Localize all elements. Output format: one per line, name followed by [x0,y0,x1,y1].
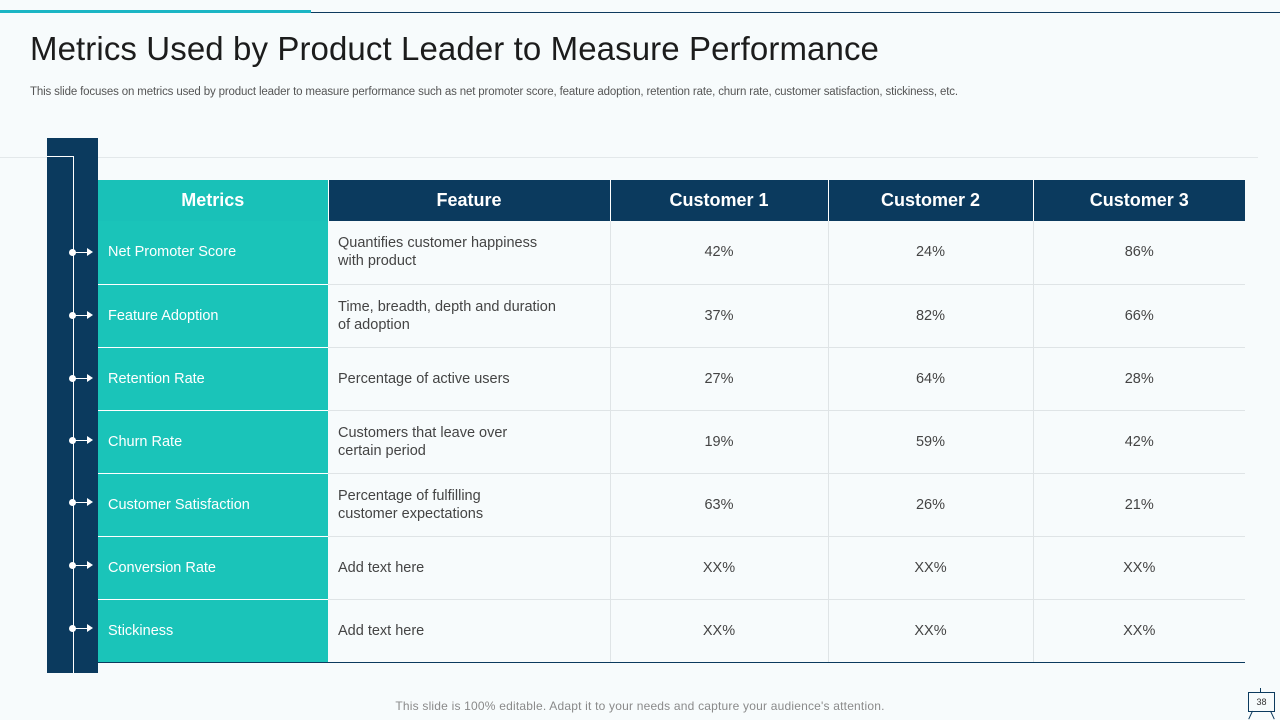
customer-2-value: 59% [828,410,1034,474]
table-row: Feature Adoption Time, breadth, depth an… [98,284,1245,348]
customer-2-value: 82% [828,284,1034,348]
table-row: Churn Rate Customers that leave over cert… [98,410,1245,474]
customer-3-value: 21% [1033,473,1245,537]
bracket-line-top [47,156,74,157]
customer-1-value: XX% [610,599,829,663]
feature-line: Time, breadth, depth and duration [338,298,556,315]
table-row: Conversion Rate Add text here XX% XX% XX… [98,536,1245,600]
metrics-table: Metrics Feature Customer 1 Customer 2 Cu… [98,180,1245,663]
customer-3-value: 66% [1033,284,1245,348]
slide-footer-note: This slide is 100% editable. Adapt it to… [395,699,885,713]
feature-description: Quantifies customer happiness with produc… [328,221,611,285]
customer-2-value: 24% [828,221,1034,285]
feature-description: Add text here [328,536,611,600]
row-connector-arrow-icon [69,623,95,633]
slide-title: Metrics Used by Product Leader to Measur… [30,30,880,67]
feature-description: Add text here [328,599,611,663]
top-accent-bar [0,10,311,13]
metric-name: Feature Adoption [98,284,328,348]
feature-line: Customers that leave over [338,424,508,441]
row-connector-arrow-icon [69,373,95,383]
metric-name: Customer Satisfaction [98,473,328,537]
slide-subtitle: This slide focuses on metrics used by pr… [30,86,958,98]
header-customer-3: Customer 3 [1033,180,1245,221]
bracket-line-vertical [73,156,74,673]
feature-line: Percentage of fulfilling [338,487,481,504]
header-metrics: Metrics [98,180,329,221]
metric-name: Net Promoter Score [98,221,328,285]
feature-line: customer expectations [338,505,484,522]
header-feature: Feature [328,180,611,221]
customer-2-value: 26% [828,473,1034,537]
metric-name: Retention Rate [98,347,328,411]
feature-line: with product [338,253,417,270]
customer-3-value: 86% [1033,221,1245,285]
header-customer-2: Customer 2 [828,180,1034,221]
customer-2-value: XX% [828,536,1034,600]
metric-name: Conversion Rate [98,536,328,600]
feature-description: Customers that leave over certain period [328,410,611,474]
customer-3-value: 28% [1033,347,1245,411]
feature-description: Percentage of fulfilling customer expecta… [328,473,611,537]
header-customer-1: Customer 1 [610,180,829,221]
metric-name: Churn Rate [98,410,328,474]
feature-line: Quantifies customer happiness [338,235,538,252]
metric-name: Stickiness [98,599,328,663]
header-divider [0,157,1258,158]
customer-1-value: XX% [610,536,829,600]
customer-1-value: 63% [610,473,829,537]
feature-description: Percentage of active users [328,347,611,411]
customer-1-value: 42% [610,221,829,285]
row-connector-arrow-icon [69,247,95,257]
table-row: Stickiness Add text here XX% XX% XX% [98,599,1245,663]
table-row: Net Promoter Score Quantifies customer h… [98,221,1245,285]
feature-line: certain period [338,442,426,459]
table-row: Customer Satisfaction Percentage of fulf… [98,473,1245,537]
customer-1-value: 37% [610,284,829,348]
customer-3-value: XX% [1033,536,1245,600]
page-number: 38 [1248,688,1275,712]
feature-description: Time, breadth, depth and duration of adop… [328,284,611,348]
row-connector-arrow-icon [69,310,95,320]
row-connector-arrow-icon [69,560,95,570]
customer-3-value: 42% [1033,410,1245,474]
table-header-row: Metrics Feature Customer 1 Customer 2 Cu… [98,180,1245,221]
feature-line: of adoption [338,316,410,333]
row-connector-arrow-icon [69,435,95,445]
row-connector-arrow-icon [69,497,95,507]
side-decoration-bar [47,138,98,673]
table-row: Retention Rate Percentage of active user… [98,347,1245,411]
customer-1-value: 19% [610,410,829,474]
top-divider-line [311,12,1280,13]
customer-2-value: 64% [828,347,1034,411]
customer-1-value: 27% [610,347,829,411]
customer-3-value: XX% [1033,599,1245,663]
customer-2-value: XX% [828,599,1034,663]
